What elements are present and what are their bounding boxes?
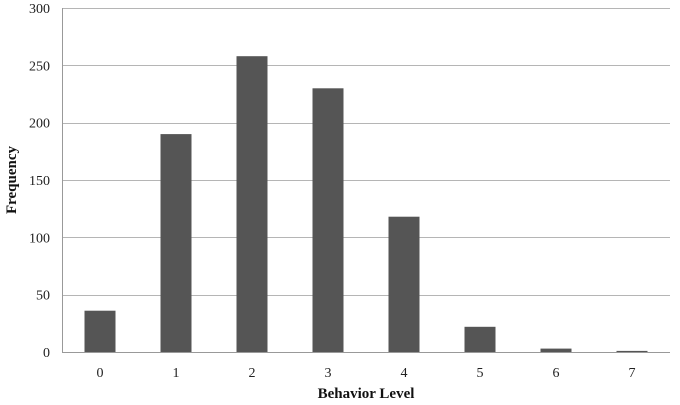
y-tick-label: 0	[43, 346, 50, 361]
y-tick-labels: 0 50 100 150 200 250 300	[29, 2, 50, 361]
y-axis-title: Frequency	[4, 145, 20, 214]
y-tick-label: 200	[29, 117, 50, 132]
bar-5	[464, 326, 496, 352]
y-tick-label: 50	[36, 289, 50, 304]
gridlines	[62, 8, 670, 296]
x-axis-title: Behavior Level	[318, 386, 415, 402]
x-tick-label: 4	[401, 366, 408, 381]
x-tick-label: 5	[477, 366, 484, 381]
y-tick-label: 250	[29, 59, 50, 74]
x-tick-label: 3	[325, 366, 332, 381]
bar-3	[312, 88, 344, 353]
bar-0	[84, 310, 116, 352]
x-tick-label: 1	[173, 366, 180, 381]
x-tick-labels: 0 1 2 3 4 5 6 7	[97, 366, 636, 381]
x-tick-label: 7	[629, 366, 636, 381]
x-tick-label: 0	[97, 366, 104, 381]
bar-6	[540, 348, 572, 352]
bar-7	[616, 350, 648, 352]
bar-4	[388, 216, 420, 352]
bar-1	[160, 134, 192, 352]
bars	[84, 56, 648, 353]
x-tick-label: 6	[553, 366, 560, 381]
bar-2	[236, 56, 268, 352]
x-tick-label: 2	[249, 366, 256, 381]
y-tick-label: 100	[29, 231, 50, 246]
y-tick-label: 150	[29, 174, 50, 189]
y-tick-label: 300	[29, 2, 50, 17]
